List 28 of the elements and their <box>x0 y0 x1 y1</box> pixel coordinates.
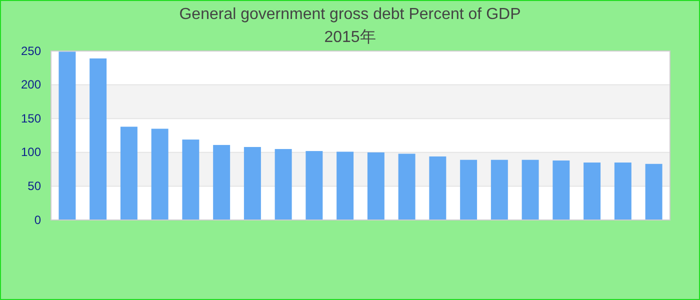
y-tick-label: 250 <box>20 44 42 58</box>
chart-title: General government gross debt Percent of GDP <box>179 6 521 23</box>
y-tick-label: 50 <box>28 179 42 194</box>
bar <box>213 144 230 220</box>
bar <box>552 160 570 220</box>
bar <box>490 160 508 220</box>
bar <box>367 152 384 220</box>
bar <box>584 162 601 220</box>
bar <box>120 126 138 220</box>
y-tick-label: 0 <box>34 212 42 227</box>
bar <box>58 52 76 220</box>
bar <box>274 149 292 220</box>
bar <box>645 164 662 220</box>
chart-subtitle: 2015年 <box>324 29 376 46</box>
bar <box>306 151 323 220</box>
bar <box>522 160 539 220</box>
y-tick-label: 150 <box>20 111 42 126</box>
bar <box>336 152 354 220</box>
bar <box>90 58 107 220</box>
bar <box>398 154 416 220</box>
bar <box>614 162 632 220</box>
bar <box>429 156 446 220</box>
y-tick-label: 100 <box>20 145 42 160</box>
bar <box>460 160 478 220</box>
bar <box>182 140 200 220</box>
bar <box>151 128 168 220</box>
bar <box>244 146 261 220</box>
y-tick-label: 200 <box>20 78 42 92</box>
